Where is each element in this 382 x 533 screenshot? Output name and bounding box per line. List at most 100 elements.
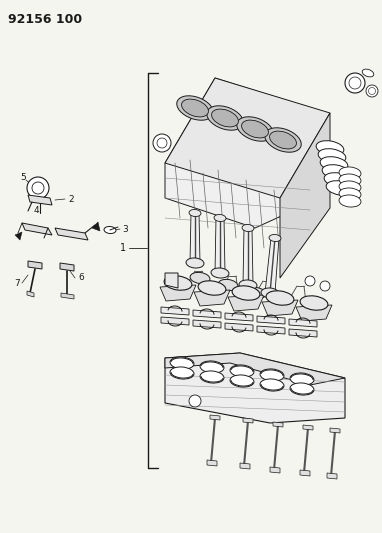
Circle shape — [366, 85, 378, 97]
Ellipse shape — [212, 109, 238, 127]
Text: 7: 7 — [14, 279, 20, 287]
Ellipse shape — [326, 181, 354, 195]
Circle shape — [157, 138, 167, 148]
Ellipse shape — [290, 383, 314, 395]
Polygon shape — [240, 463, 250, 469]
Ellipse shape — [339, 188, 361, 200]
Polygon shape — [265, 238, 279, 293]
Polygon shape — [193, 310, 221, 318]
Ellipse shape — [214, 214, 226, 222]
Ellipse shape — [186, 258, 204, 268]
Polygon shape — [210, 415, 220, 420]
Circle shape — [320, 281, 330, 291]
Polygon shape — [262, 300, 298, 316]
Ellipse shape — [339, 181, 361, 193]
Ellipse shape — [200, 361, 224, 373]
Ellipse shape — [181, 99, 209, 117]
Ellipse shape — [260, 379, 284, 391]
Text: 6: 6 — [78, 273, 84, 282]
Ellipse shape — [318, 149, 346, 163]
Ellipse shape — [266, 291, 294, 305]
Ellipse shape — [339, 174, 361, 186]
Polygon shape — [165, 78, 310, 228]
Ellipse shape — [290, 373, 314, 385]
Ellipse shape — [239, 280, 257, 290]
Text: 1: 1 — [120, 243, 126, 253]
Ellipse shape — [270, 131, 296, 149]
Ellipse shape — [246, 287, 266, 298]
Text: 92156 100: 92156 100 — [8, 13, 82, 26]
Ellipse shape — [200, 371, 224, 383]
Text: 4: 4 — [33, 206, 39, 215]
Polygon shape — [207, 460, 217, 466]
Polygon shape — [165, 353, 345, 385]
Ellipse shape — [242, 224, 254, 231]
Polygon shape — [243, 418, 253, 423]
Ellipse shape — [265, 128, 301, 152]
Polygon shape — [300, 470, 310, 476]
Polygon shape — [330, 428, 340, 433]
Polygon shape — [257, 316, 285, 324]
Circle shape — [305, 276, 315, 286]
Polygon shape — [92, 222, 100, 231]
Ellipse shape — [218, 279, 238, 290]
Polygon shape — [165, 273, 178, 288]
Polygon shape — [228, 295, 264, 311]
Polygon shape — [289, 329, 317, 337]
Polygon shape — [15, 232, 22, 240]
Ellipse shape — [339, 167, 361, 179]
Circle shape — [153, 134, 171, 152]
Polygon shape — [161, 307, 189, 315]
Ellipse shape — [230, 365, 254, 377]
Ellipse shape — [320, 157, 348, 171]
Ellipse shape — [260, 369, 284, 381]
Ellipse shape — [237, 117, 273, 141]
Ellipse shape — [190, 272, 210, 284]
Ellipse shape — [232, 286, 260, 300]
Ellipse shape — [198, 281, 226, 295]
Ellipse shape — [170, 367, 194, 379]
Polygon shape — [190, 213, 200, 263]
Text: 2: 2 — [68, 195, 74, 204]
Polygon shape — [28, 261, 42, 269]
Polygon shape — [273, 422, 283, 427]
Polygon shape — [28, 195, 52, 205]
Polygon shape — [194, 290, 230, 306]
Polygon shape — [215, 218, 225, 273]
Circle shape — [349, 77, 361, 89]
Polygon shape — [257, 326, 285, 334]
Ellipse shape — [211, 268, 229, 278]
Ellipse shape — [339, 195, 361, 207]
Circle shape — [345, 73, 365, 93]
Polygon shape — [225, 323, 253, 331]
Ellipse shape — [322, 165, 350, 179]
Polygon shape — [296, 305, 332, 321]
Ellipse shape — [207, 106, 243, 130]
Polygon shape — [165, 78, 330, 198]
Circle shape — [189, 395, 201, 407]
Ellipse shape — [189, 209, 201, 216]
Ellipse shape — [269, 235, 281, 241]
Ellipse shape — [164, 276, 192, 290]
Polygon shape — [165, 353, 345, 423]
Ellipse shape — [261, 288, 279, 298]
Polygon shape — [193, 320, 221, 328]
Ellipse shape — [324, 173, 352, 187]
Ellipse shape — [104, 227, 116, 233]
Polygon shape — [270, 467, 280, 473]
Polygon shape — [289, 319, 317, 327]
Polygon shape — [61, 293, 74, 299]
Polygon shape — [243, 228, 253, 285]
Circle shape — [27, 177, 49, 199]
Circle shape — [369, 87, 376, 94]
Polygon shape — [160, 285, 196, 301]
Ellipse shape — [177, 96, 213, 120]
Ellipse shape — [170, 357, 194, 369]
Text: 3: 3 — [122, 224, 128, 233]
Polygon shape — [225, 313, 253, 321]
Ellipse shape — [300, 296, 328, 310]
Polygon shape — [327, 473, 337, 479]
Polygon shape — [22, 223, 52, 235]
Polygon shape — [55, 228, 88, 240]
Polygon shape — [280, 113, 330, 278]
